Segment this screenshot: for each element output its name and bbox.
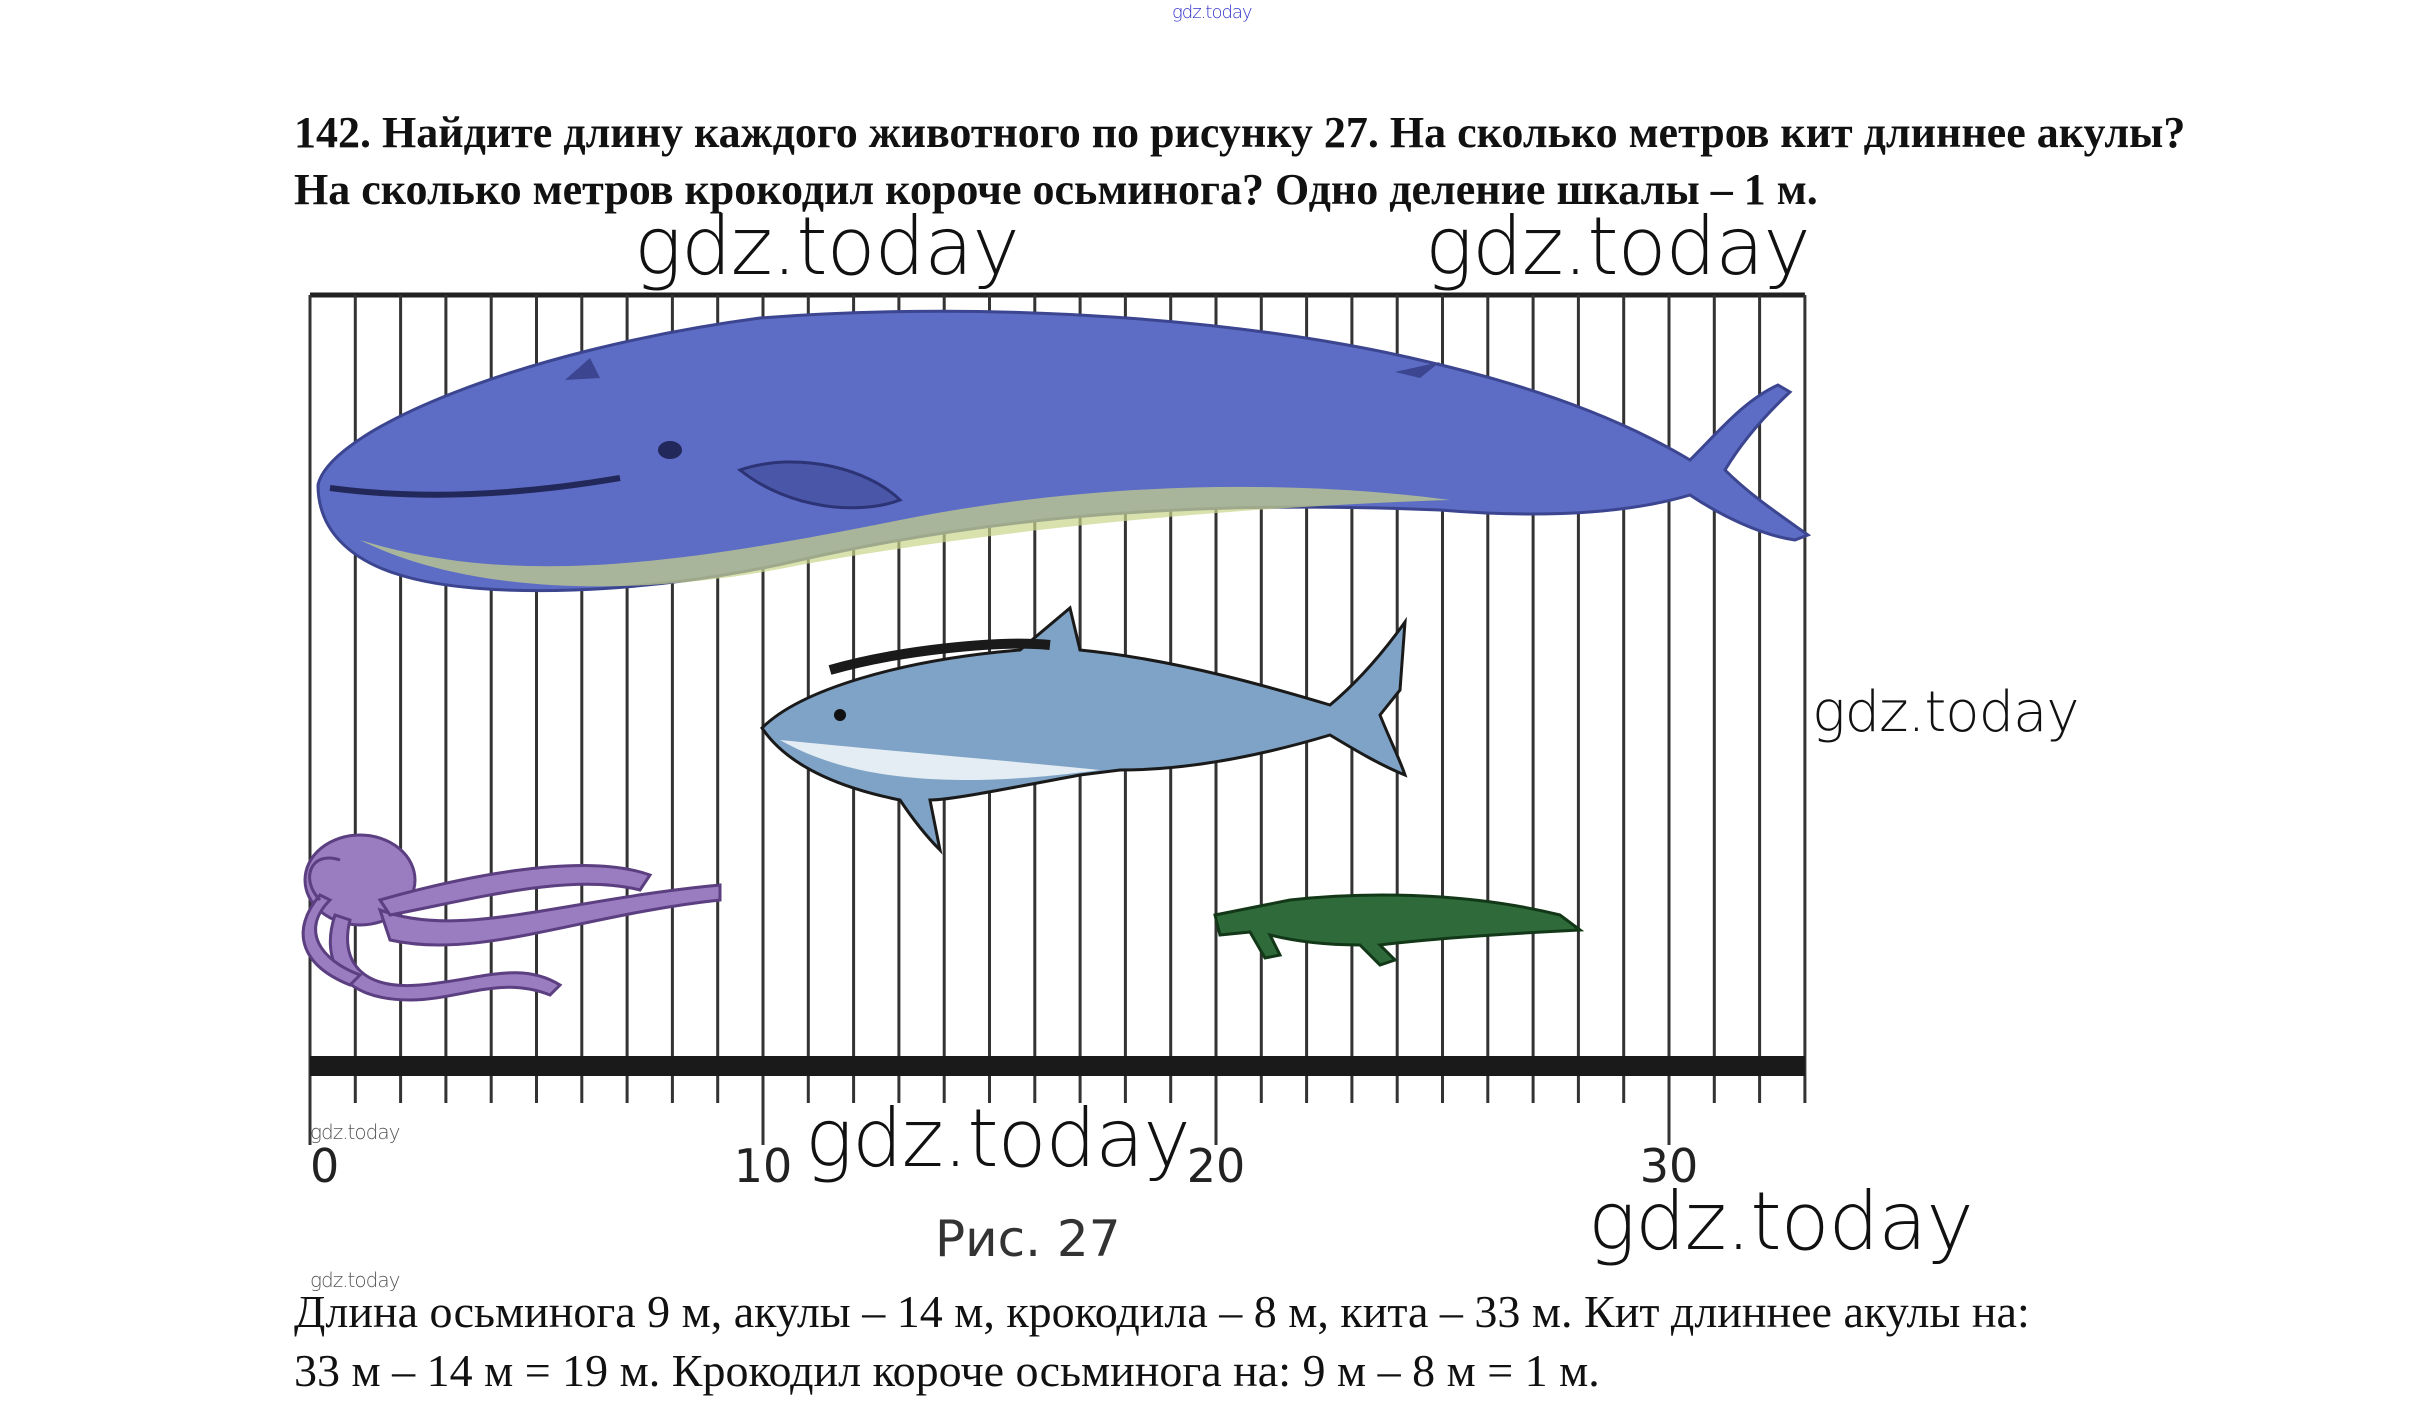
- scale-bar: [310, 1056, 1805, 1076]
- watermark: gdz.today: [805, 1092, 1191, 1185]
- octopus-illustration: [301, 833, 722, 1002]
- answer-text: Длина осьминога 9 м, акулы – 14 м, кроко…: [294, 1282, 2414, 1400]
- watermark: gdz.today: [310, 1268, 400, 1292]
- watermark: gdz.today: [1588, 1175, 1974, 1268]
- watermark: gdz.today: [1425, 200, 1811, 293]
- scale-tick-label: 30: [1640, 1139, 1699, 1193]
- answer-line-2: 33 м – 14 м = 19 м. Крокодил короче осьм…: [294, 1345, 1600, 1396]
- shark-illustration: [760, 605, 1408, 855]
- scale-tick-label: 0: [310, 1139, 339, 1193]
- scale-tick-label: 20: [1187, 1139, 1246, 1193]
- task-text: 142. Найдите длину каждого животного по …: [294, 108, 2186, 214]
- header-watermark: gdz.today: [1172, 2, 1253, 23]
- watermark: gdz.today: [634, 200, 1020, 293]
- crocodile-illustration: [1213, 893, 1585, 967]
- watermark: gdz.today: [310, 1120, 400, 1144]
- answer-line-1: Длина осьминога 9 м, акулы – 14 м, кроко…: [294, 1286, 2030, 1337]
- watermark: gdz.today: [1812, 680, 2080, 745]
- scale-tick-label: 10: [734, 1139, 793, 1193]
- figure-caption: Рис. 27: [935, 1210, 1121, 1268]
- whale-illustration: [316, 309, 1812, 593]
